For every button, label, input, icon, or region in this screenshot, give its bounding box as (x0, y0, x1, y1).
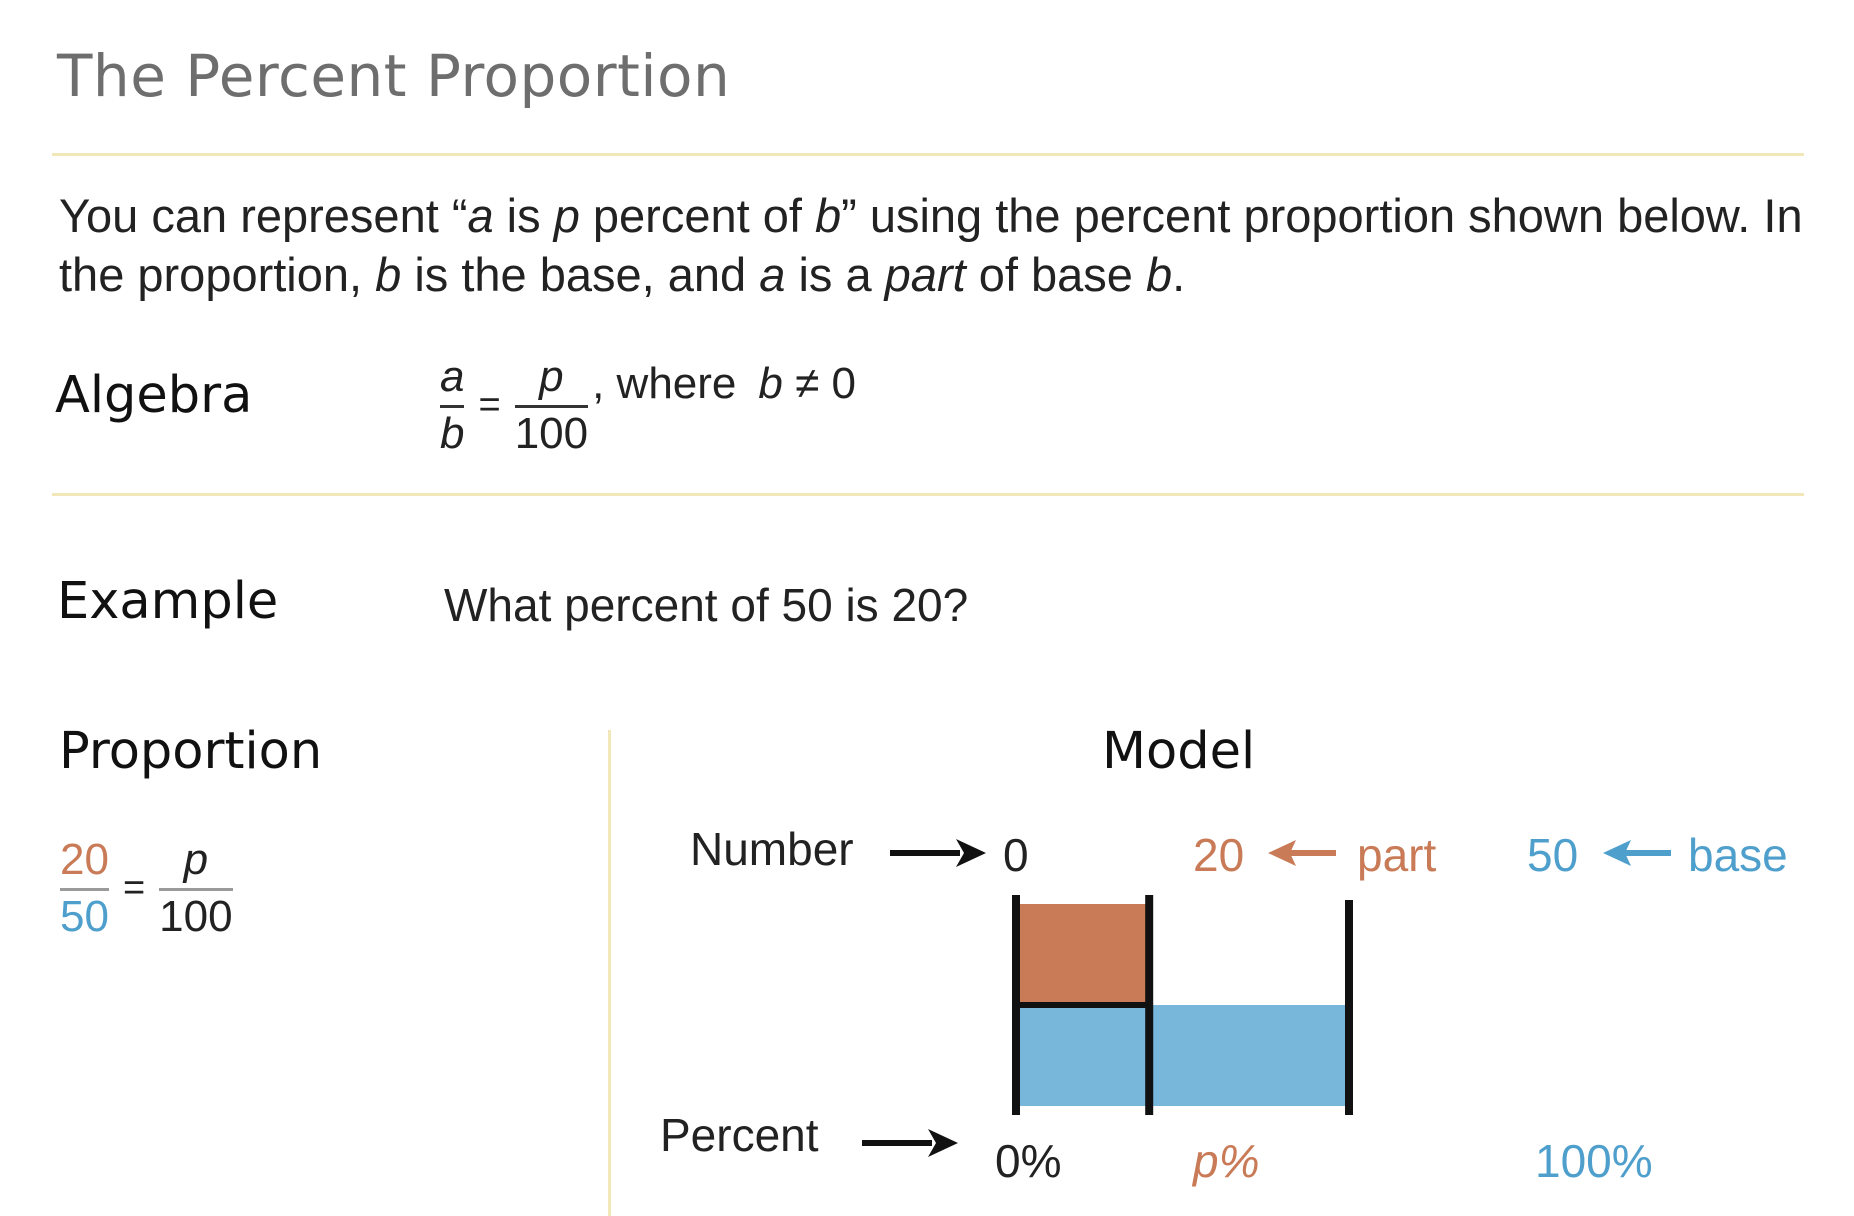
fraction-denominator: 100 (159, 892, 233, 941)
fraction-denominator: 50 (60, 892, 109, 941)
fraction-p-over-100: p 100 (159, 835, 233, 941)
bar-model (1012, 895, 1353, 1115)
fraction-numerator: p (539, 352, 564, 401)
fraction-numerator: a (440, 352, 465, 401)
fraction-p-over-100: p 100 (514, 352, 589, 458)
part-bar (1016, 904, 1150, 1005)
left-arrow-part-icon (1268, 840, 1336, 866)
section-divider (608, 730, 611, 1216)
base-bar (1016, 1005, 1349, 1106)
algebra-divider (52, 493, 1804, 496)
percent-tick-100: 100% (1535, 1135, 1653, 1187)
number-tick-0: 0 (1003, 829, 1029, 881)
where-text: , where (592, 358, 737, 408)
number-tick-base: 50 (1527, 829, 1579, 881)
fraction-denominator: b (440, 409, 465, 458)
part-label: part (1357, 829, 1437, 881)
fraction-numerator: p (183, 835, 209, 884)
model-title: Model (1102, 722, 1256, 781)
number-row-label: Number (690, 823, 854, 875)
fraction-bar (60, 888, 109, 891)
base-label: base (1688, 829, 1788, 881)
algebra-label: Algebra (55, 366, 253, 425)
percent-tick-p: p% (1193, 1135, 1260, 1187)
fraction-a-over-b: a b (440, 352, 465, 458)
number-tick-part: 20 (1193, 829, 1245, 881)
fraction-20-over-50: 20 50 (60, 838, 109, 939)
percent-row-label: Percent (660, 1109, 819, 1161)
intro-paragraph: You can represent “a is p percent of b” … (59, 189, 1803, 301)
proportion-formula: 20 50 = p 100 (60, 838, 233, 939)
right-arrow-icon (862, 1129, 958, 1157)
fraction-bar (514, 405, 589, 408)
example-question: What percent of 50 is 20? (444, 579, 969, 631)
fraction-bar (440, 405, 465, 408)
fraction-bar (159, 888, 233, 891)
proportion-label: Proportion (59, 722, 323, 781)
fraction-numerator: 20 (60, 835, 109, 884)
condition: b ≠ 0 (758, 358, 856, 408)
equals-sign: = (122, 867, 146, 909)
example-label: Example (57, 572, 279, 631)
title-divider (52, 153, 1804, 156)
fraction-denominator: 100 (514, 409, 589, 458)
right-arrow-icon (890, 839, 986, 867)
page-title: The Percent Proportion (57, 42, 731, 110)
equals-sign: = (478, 384, 501, 426)
algebra-formula: a b = p 100 , where b ≠ 0 (440, 355, 856, 456)
left-arrow-base-icon (1603, 840, 1671, 866)
percent-tick-0: 0% (995, 1135, 1062, 1187)
